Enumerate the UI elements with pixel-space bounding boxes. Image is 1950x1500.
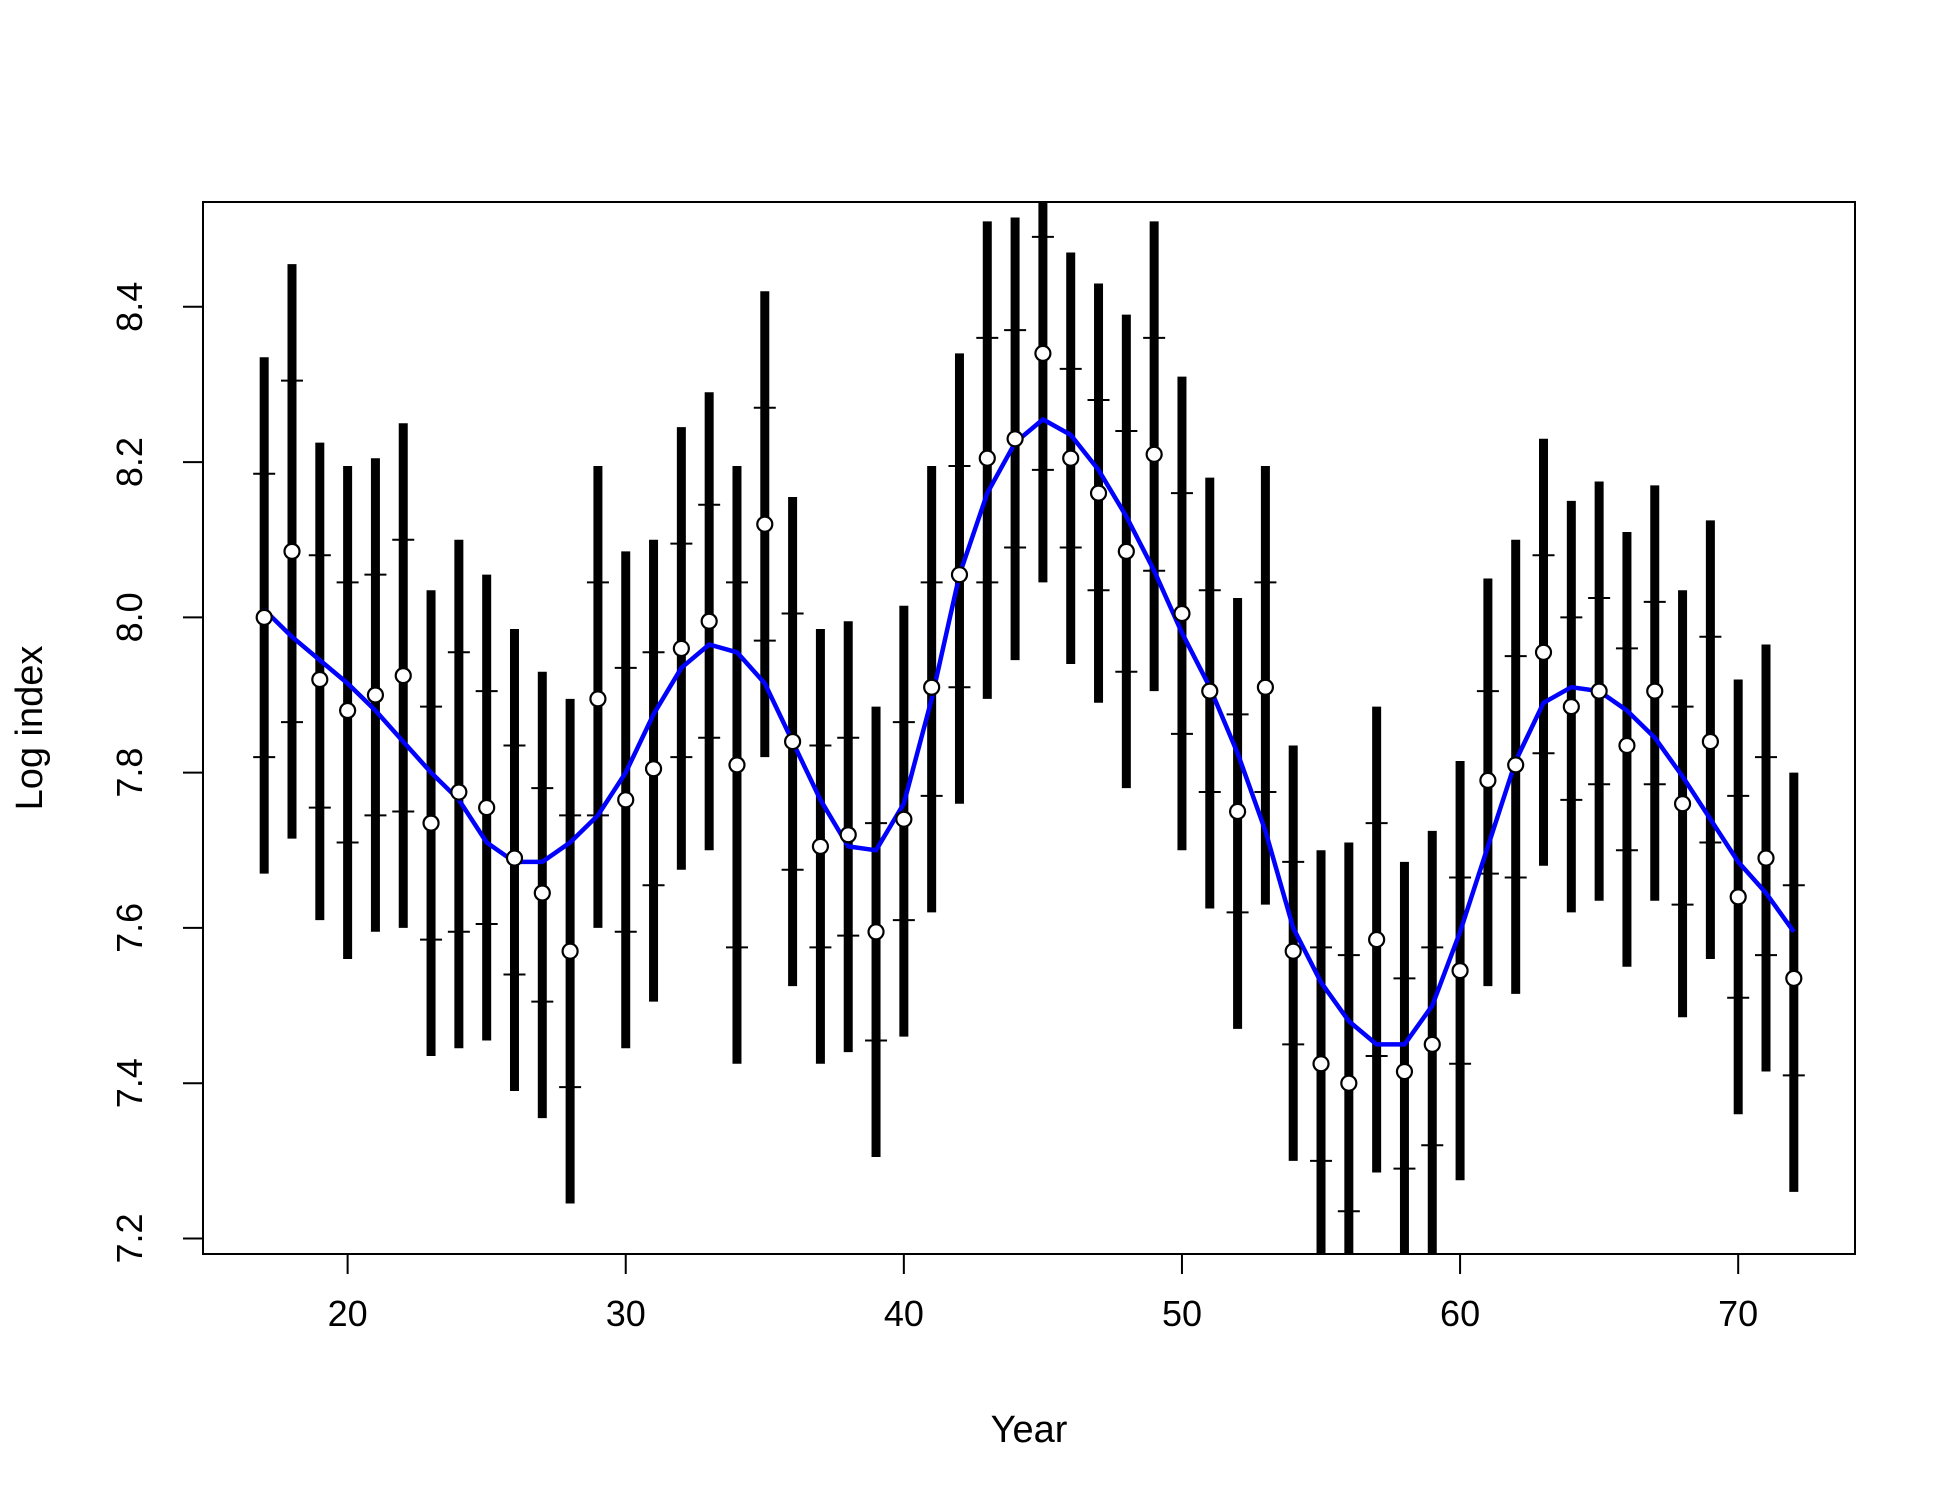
data-point (1256, 678, 1274, 696)
data-point (422, 814, 440, 832)
data-point (1395, 1062, 1414, 1081)
data-point (700, 612, 718, 630)
fitted-line (262, 417, 1796, 1047)
plot-frame (202, 201, 1856, 1255)
data-point (533, 884, 551, 902)
data-point (1785, 969, 1803, 987)
data-point (561, 942, 579, 960)
data-point (950, 566, 969, 584)
y-tick-label: 7.6 (109, 903, 150, 953)
data-point (283, 542, 301, 560)
data-point (1646, 682, 1664, 700)
data-point (756, 515, 774, 533)
data-point (450, 783, 468, 801)
x-tick-label: 30 (606, 1293, 646, 1334)
data-point (478, 798, 496, 817)
data-point (255, 608, 273, 626)
data-point (1479, 771, 1497, 790)
x-axis: 20 30 40 50 60 70 (328, 1254, 1758, 1334)
data-point (1368, 930, 1386, 949)
data-point (867, 923, 885, 941)
data-point (1228, 802, 1247, 821)
data-point (617, 791, 635, 809)
data-point (1534, 643, 1553, 661)
data-point (1701, 732, 1719, 751)
data-point (1590, 682, 1608, 700)
data-point (811, 837, 830, 855)
y-tick-label: 7.4 (109, 1058, 150, 1108)
x-tick-label: 20 (328, 1293, 368, 1334)
data-point (644, 760, 663, 778)
y-axis: 7.2 7.4 7.6 7.8 8.0 8.2 8.4 (109, 282, 203, 1264)
data-point (839, 826, 857, 844)
y-tick-label: 8.0 (109, 592, 150, 642)
data-point (1729, 888, 1747, 906)
data-point (1562, 698, 1580, 716)
data-point (1145, 445, 1163, 463)
y-tick-label: 7.8 (109, 748, 150, 798)
data-point (978, 449, 996, 467)
data-point (1062, 449, 1080, 467)
data-point (1117, 542, 1135, 560)
y-tick-label: 8.2 (109, 437, 150, 487)
x-tick-label: 60 (1440, 1293, 1480, 1334)
data-point (923, 678, 941, 696)
data-point (339, 701, 357, 720)
data-point (1006, 430, 1024, 448)
data-point (1507, 756, 1525, 774)
data-point (366, 686, 385, 704)
x-tick-label: 70 (1718, 1293, 1758, 1334)
fitted-line-layer (262, 417, 1796, 1047)
data-point (784, 732, 802, 751)
y-tick-label: 7.2 (109, 1213, 150, 1263)
x-tick-label: 40 (884, 1293, 924, 1334)
data-point (895, 810, 913, 828)
data-point (1089, 484, 1108, 502)
data-point (394, 666, 412, 685)
x-tick-label: 50 (1162, 1293, 1202, 1334)
x-axis-label: Year (991, 1409, 1068, 1451)
data-point (1340, 1074, 1358, 1092)
data-point (1173, 604, 1191, 623)
data-point (1312, 1055, 1330, 1073)
y-axis-label: Log index (9, 646, 51, 811)
data-point (1284, 942, 1302, 960)
data-point (505, 849, 524, 867)
data-point (1673, 795, 1692, 813)
data-point (589, 690, 607, 708)
data-point (728, 756, 746, 774)
data-point (1451, 962, 1469, 980)
data-point (1618, 736, 1636, 755)
data-point (1757, 849, 1775, 867)
data-point (672, 639, 690, 658)
data-point (1423, 1035, 1441, 1053)
data-point (1034, 344, 1052, 362)
points-layer (255, 344, 1803, 1092)
error-bars-layer (253, 202, 1805, 1254)
data-point (311, 670, 329, 689)
y-tick-label: 8.4 (109, 282, 150, 332)
data-point (1201, 682, 1219, 700)
